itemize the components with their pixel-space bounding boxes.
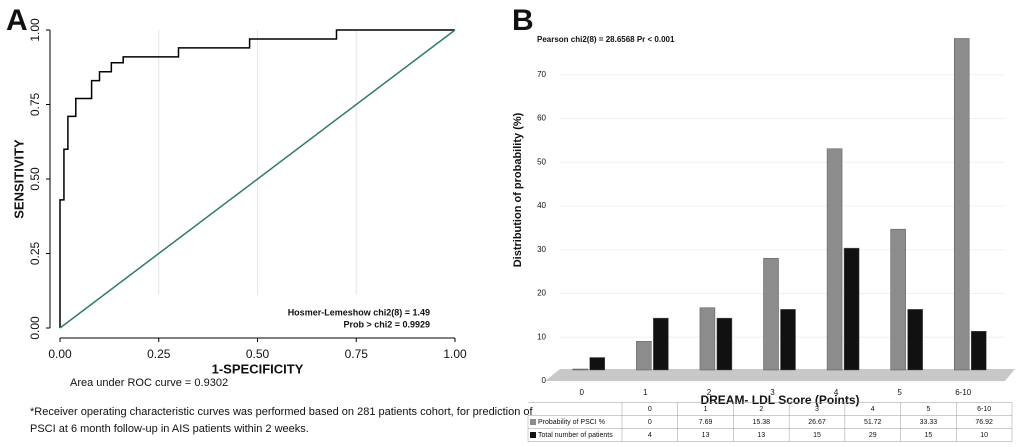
table-header: 0	[648, 406, 652, 413]
y-tick-label: 70	[537, 70, 546, 79]
y-tick-label: 1.00	[28, 18, 42, 42]
bar	[890, 228, 906, 371]
footnote: *Receiver operating characteristic curve…	[30, 406, 534, 418]
bar	[843, 247, 860, 371]
bar	[636, 341, 652, 371]
x-tick-label: 0.50	[246, 347, 270, 361]
bar	[970, 331, 987, 371]
table-cell: 13	[702, 432, 710, 439]
x-axis-label: 1-SPECIFICITY	[212, 361, 304, 376]
bar	[572, 368, 589, 371]
table-header: 4	[871, 406, 875, 413]
roc-line	[59, 29, 456, 329]
footnote: PSCI at 6 month follow-up in AIS patient…	[30, 423, 309, 435]
panel-label: A	[6, 4, 28, 37]
y-tick-label: 40	[537, 201, 546, 210]
y-tick-label: 60	[537, 114, 546, 123]
bar	[826, 148, 843, 371]
x-tick-label: 3	[770, 388, 775, 397]
bar	[699, 307, 716, 371]
x-tick-label: 0.00	[48, 347, 72, 361]
x-axis-label: DREAM- LDL Score (Points)	[700, 393, 859, 407]
table-cell: 13	[757, 432, 765, 439]
x-tick-label: 6-10	[955, 388, 972, 397]
table-cell: 0	[648, 419, 652, 426]
x-tick-label: 4	[834, 388, 839, 397]
y-axis-label: SENSITIVITY	[11, 139, 26, 219]
roc-line	[59, 29, 455, 328]
table-cell: 15	[813, 432, 821, 439]
auc-text: Area under ROC curve = 0.9302	[70, 377, 228, 389]
table-cell: 15	[925, 432, 933, 439]
y-tick-label: 0.75	[28, 92, 42, 116]
table-cell: 7.69	[699, 419, 713, 426]
bar	[907, 309, 923, 371]
annotation: Prob > chi2 = 0.9929	[343, 319, 430, 329]
bar	[780, 309, 796, 371]
table-header: 5	[926, 406, 930, 413]
x-tick-label: 2	[707, 388, 712, 397]
legend-swatch	[530, 419, 536, 425]
y-tick-label: 0.00	[28, 316, 42, 340]
table-header: 1	[704, 406, 708, 413]
x-tick-label: 1.00	[443, 347, 467, 361]
table-header: 3	[815, 406, 819, 413]
annotation: Hosmer-Lemeshow chi2(8) = 1.49	[288, 307, 430, 317]
panel-label: B	[512, 4, 534, 37]
legend-label: Probability of PSCI %	[538, 419, 605, 426]
y-tick-label: 10	[537, 332, 546, 341]
y-axis-label: Distribution of probability (%)	[512, 112, 524, 267]
y-tick-label: 50	[537, 157, 546, 166]
y-tick-label: 0.25	[28, 241, 42, 265]
table-header: 2	[759, 406, 763, 413]
legend-label: Total number of patients	[538, 432, 613, 439]
y-tick-label: 0	[542, 376, 547, 385]
table-cell: 33.33	[920, 419, 938, 426]
x-tick-label: 0	[580, 388, 585, 397]
table-header: 6-10	[977, 406, 991, 413]
chart-title: Pearson chi2(8) = 28.6568 Pr < 0.001	[537, 35, 675, 44]
x-tick-label: 0.25	[147, 347, 171, 361]
y-tick-label: 20	[537, 289, 546, 298]
y-tick-label: 30	[537, 245, 546, 254]
y-tick-label: 0.50	[28, 167, 42, 191]
table-cell: 26.67	[808, 419, 826, 426]
table-cell: 76.92	[975, 419, 993, 426]
table-cell: 51.72	[864, 419, 882, 426]
bar	[716, 317, 733, 371]
bar	[953, 38, 970, 371]
x-tick-label: 1	[643, 388, 648, 397]
legend-swatch	[530, 432, 536, 438]
x-tick-label: 0.75	[345, 347, 369, 361]
x-tick-label: 5	[897, 388, 902, 397]
table-cell: 29	[869, 432, 877, 439]
bar	[589, 357, 606, 371]
table-cell: 10	[980, 432, 988, 439]
table-cell: 4	[648, 432, 652, 439]
bar	[763, 258, 779, 371]
bar	[653, 317, 669, 371]
floor	[545, 369, 1015, 381]
table-cell: 15.38	[753, 419, 771, 426]
